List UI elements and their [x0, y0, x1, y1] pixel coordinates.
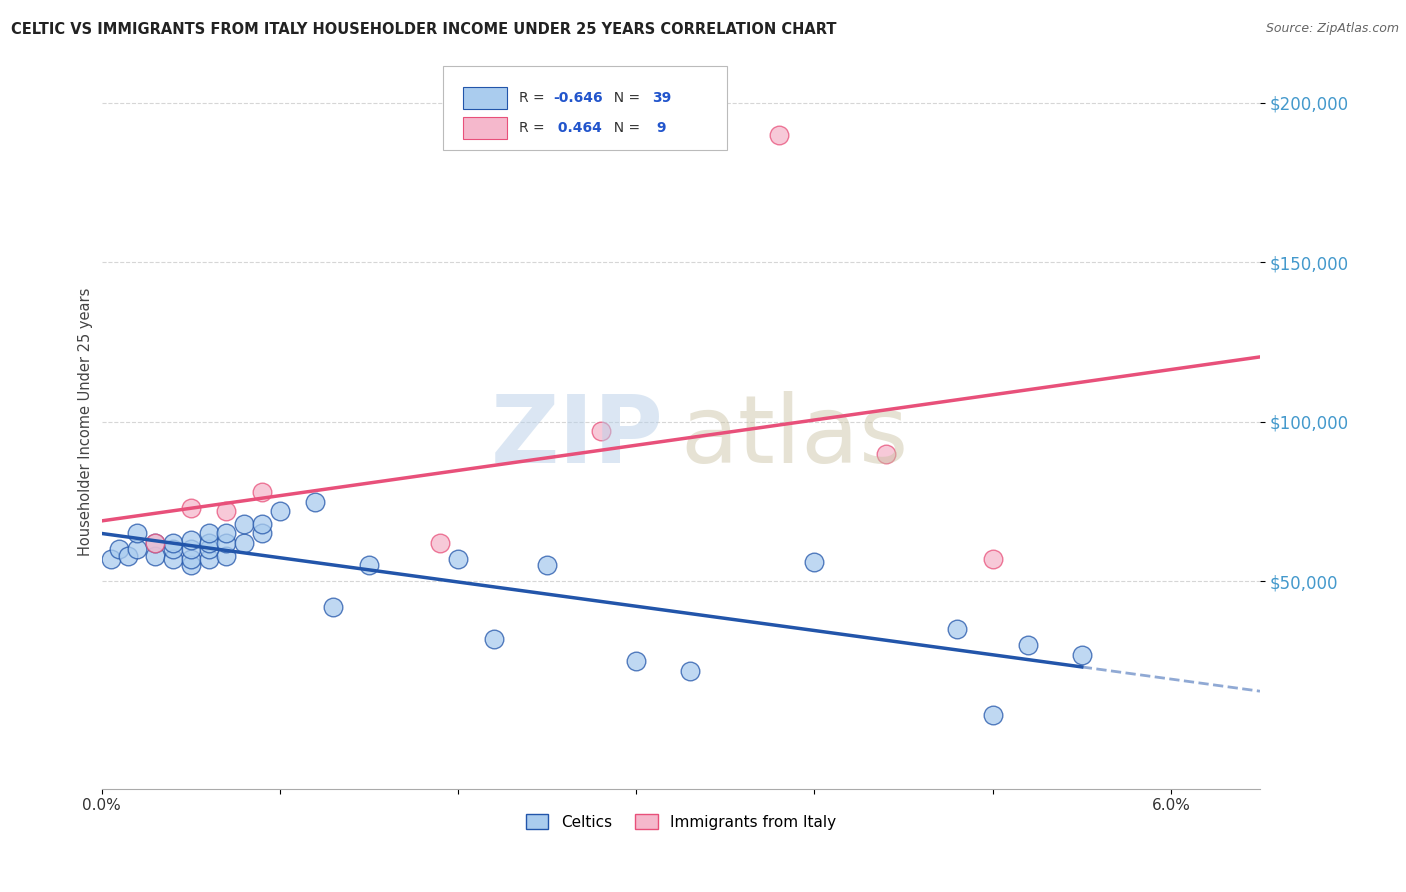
Point [197, 526, 219, 541]
Point [233, 516, 256, 531]
Point [180, 558, 202, 573]
Point [536, 558, 558, 573]
Point [589, 425, 612, 439]
Point [197, 552, 219, 566]
Point [626, 654, 648, 668]
Point [143, 536, 166, 550]
Point [197, 542, 219, 557]
Point [180, 500, 202, 515]
Point [127, 542, 149, 557]
Y-axis label: Householder Income Under 25 years: Householder Income Under 25 years [79, 287, 93, 556]
Point [162, 536, 184, 550]
Point [1017, 638, 1039, 652]
Point [250, 485, 273, 500]
Text: atlas: atlas [681, 391, 910, 483]
Point [768, 128, 790, 142]
Point [180, 542, 202, 557]
Point [215, 536, 238, 550]
Bar [463, 118, 508, 139]
Point [197, 536, 219, 550]
Point [215, 549, 238, 563]
Point [108, 542, 131, 557]
Point [447, 552, 470, 566]
Point [482, 632, 505, 646]
Point [215, 526, 238, 541]
Point [269, 504, 291, 518]
Point [127, 526, 149, 541]
Text: ZIP: ZIP [491, 391, 664, 483]
Point [322, 599, 344, 614]
Point [875, 447, 897, 461]
Text: Source: ZipAtlas.com: Source: ZipAtlas.com [1265, 22, 1399, 36]
Point [357, 558, 380, 573]
Point [143, 536, 166, 550]
Text: -0.646: -0.646 [554, 91, 603, 104]
Point [143, 549, 166, 563]
Point [233, 536, 256, 550]
Point [981, 708, 1004, 723]
Point [162, 552, 184, 566]
Point [215, 504, 238, 518]
FancyBboxPatch shape [443, 66, 727, 151]
Point [981, 552, 1004, 566]
Point [180, 533, 202, 547]
Legend: Celtics, Immigrants from Italy: Celtics, Immigrants from Italy [519, 807, 842, 836]
Text: R =: R = [519, 91, 548, 104]
Text: N =: N = [606, 121, 645, 136]
Text: 0.464: 0.464 [554, 121, 602, 136]
Point [679, 664, 702, 678]
Text: N =: N = [606, 91, 645, 104]
Point [117, 549, 139, 563]
Point [946, 622, 969, 636]
Text: CELTIC VS IMMIGRANTS FROM ITALY HOUSEHOLDER INCOME UNDER 25 YEARS CORRELATION CH: CELTIC VS IMMIGRANTS FROM ITALY HOUSEHOL… [11, 22, 837, 37]
Point [162, 542, 184, 557]
Point [100, 552, 122, 566]
Point [250, 526, 273, 541]
Bar [463, 87, 508, 109]
Point [1070, 648, 1092, 662]
Point [803, 555, 825, 569]
Text: 39: 39 [652, 91, 671, 104]
Point [304, 494, 326, 508]
Point [429, 536, 451, 550]
Point [250, 516, 273, 531]
Text: R =: R = [519, 121, 548, 136]
Point [180, 552, 202, 566]
Text: 9: 9 [652, 121, 666, 136]
